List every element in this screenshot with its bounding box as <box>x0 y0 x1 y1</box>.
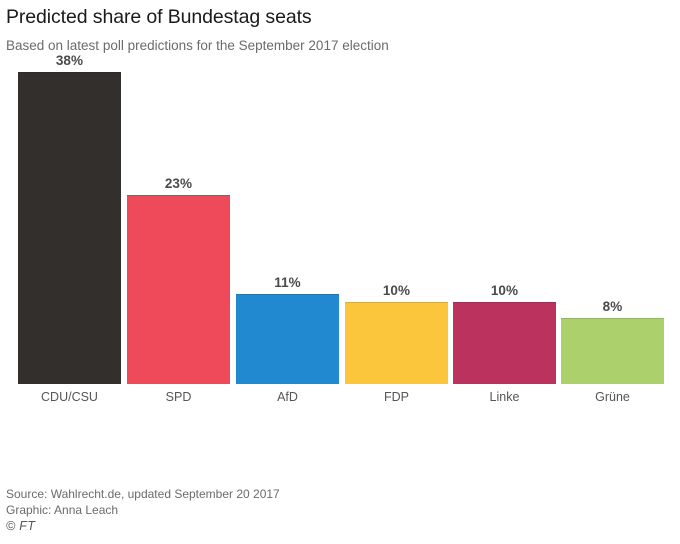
bar-gr-ne[interactable] <box>561 318 664 384</box>
bar-value-label: 11% <box>274 275 301 290</box>
bar-category-label: AfD <box>277 390 298 404</box>
bar-group: 8% Grüne <box>561 299 664 404</box>
bar-group: 11% AfD <box>236 275 339 404</box>
plot-area: 38% CDU/CSU 23% SPD 11% AfD 10% FDP 10% Linke 8% Gr… <box>18 53 664 404</box>
bar-value-label: 23% <box>164 176 193 191</box>
bar-category-label: CDU/CSU <box>41 390 98 404</box>
bar-category-label: Linke <box>489 390 520 404</box>
bar-category-label: FDP <box>384 390 409 404</box>
bar-category-label: Grüne <box>595 390 630 404</box>
bar-value-label: 38% <box>55 53 84 68</box>
bar-category-label: SPD <box>165 390 192 404</box>
bar-afd[interactable] <box>236 294 339 384</box>
bar-cdu-csu[interactable] <box>18 72 121 384</box>
bar-group: 38% CDU/CSU <box>18 53 121 404</box>
bar-group: 10% FDP <box>345 283 448 404</box>
bar-linke[interactable] <box>453 302 556 384</box>
graphic-credit: Graphic: Anna Leach <box>6 503 119 517</box>
chart-footer: Source: Wahlrecht.de, updated September … <box>6 486 280 534</box>
bar-value-label: 10% <box>490 283 519 298</box>
bar-value-label: 8% <box>602 299 623 314</box>
chart-subtitle: Based on latest poll predictions for the… <box>6 38 389 53</box>
bar-group: 10% Linke <box>453 283 556 404</box>
page-title: Predicted share of Bundestag seats <box>6 6 312 28</box>
bar-spd[interactable] <box>127 195 230 384</box>
bar-group: 23% SPD <box>127 176 230 404</box>
bar-fdp[interactable] <box>345 302 448 384</box>
bar-value-label: 10% <box>382 283 411 298</box>
ft-copyright: © FT <box>6 519 36 533</box>
source-note: Source: Wahlrecht.de, updated September … <box>6 487 280 501</box>
